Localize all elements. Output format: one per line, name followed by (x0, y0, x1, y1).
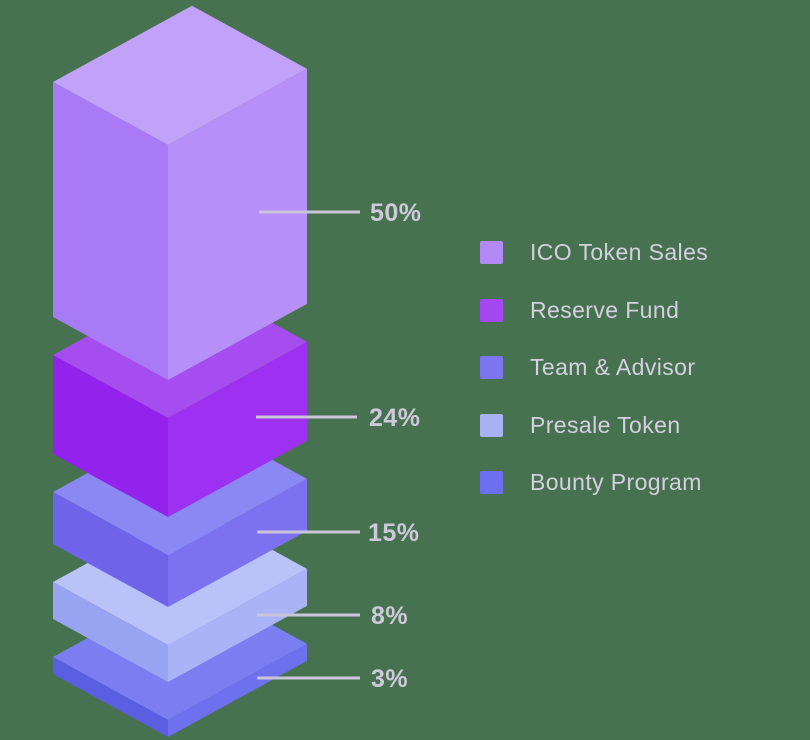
legend-swatch (480, 471, 503, 494)
box-presale-token-left-face (53, 581, 168, 682)
legend-item-3: Team & Advisor (480, 356, 708, 379)
legend-label: Team & Advisor (530, 354, 696, 380)
legend-item-2: Reserve Fund (480, 296, 708, 323)
percent-label-reserve-fund: 24% (369, 404, 421, 432)
box-bounty-program-left-face (53, 656, 168, 737)
box-reserve-fund-right-face (168, 341, 307, 517)
legend: ICO Token Sales Reserve Fund Team & Advi… (480, 241, 708, 494)
box-team-advisor-left-face (53, 491, 168, 607)
box-ico-token-sales-right-face (168, 68, 307, 380)
box-reserve-fund-left-face (53, 354, 168, 517)
percent-label-ico-token-sales: 50% (370, 199, 422, 227)
box-bounty-program-right-face (168, 643, 307, 737)
legend-swatch (480, 241, 503, 264)
box-ico-token-sales-left-face (53, 81, 168, 380)
box-ico-token-sales-top-face (53, 5, 307, 146)
box-presale-token-right-face (168, 568, 307, 682)
legend-swatch (480, 356, 503, 379)
percent-label-team-advisor: 15% (368, 519, 420, 547)
legend-swatch (480, 298, 503, 322)
legend-label: Presale Token (530, 411, 681, 438)
legend-item-1: ICO Token Sales (480, 241, 708, 264)
percent-label-bounty-program: 3% (371, 665, 408, 693)
box-team-advisor-right-face (168, 478, 307, 607)
legend-item-4: Presale Token (480, 411, 708, 438)
percent-label-presale-token: 8% (371, 602, 408, 630)
legend-label: Bounty Program (530, 469, 702, 495)
legend-swatch (480, 413, 503, 437)
legend-item-5: Bounty Program (480, 471, 708, 494)
legend-label: Reserve Fund (530, 296, 680, 323)
legend-label: ICO Token Sales (530, 239, 709, 265)
